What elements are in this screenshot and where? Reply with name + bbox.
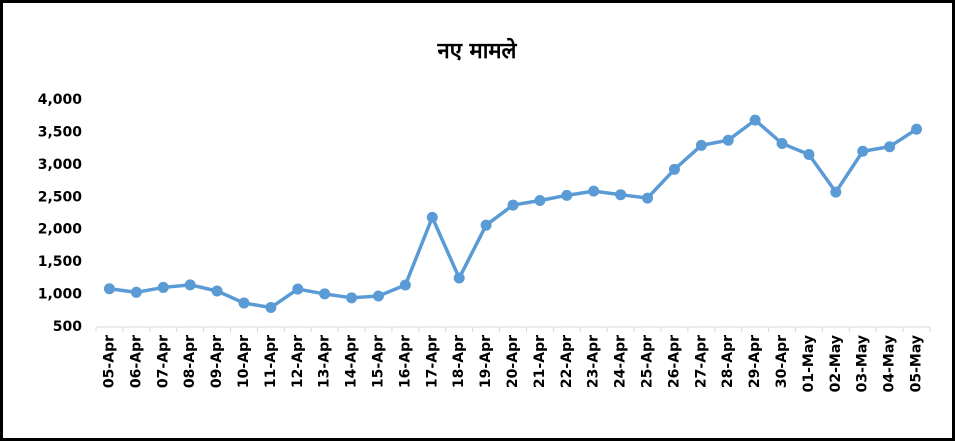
- marker: [830, 186, 842, 198]
- x-tick-label: 06-Apr: [128, 335, 144, 388]
- marker: [372, 290, 384, 302]
- x-tick-label: 18-Apr: [451, 335, 467, 388]
- x-tick-label: 16-Apr: [397, 335, 413, 388]
- x-tick-label: 17-Apr: [424, 335, 440, 388]
- x-tick-label: 23-Apr: [586, 335, 602, 388]
- x-tick-label: 14-Apr: [344, 335, 360, 388]
- marker: [103, 283, 115, 295]
- x-tick-label: 05-May: [909, 335, 925, 392]
- y-tick-label: 3,000: [38, 157, 83, 173]
- x-tick-label: 26-Apr: [666, 335, 682, 388]
- x-tick-label: 02-May: [828, 335, 844, 392]
- x-tick-label: 22-Apr: [559, 335, 575, 388]
- y-tick-label: 4,000: [38, 92, 83, 108]
- marker: [911, 123, 923, 135]
- marker: [319, 288, 331, 300]
- marker: [157, 281, 169, 293]
- marker: [749, 114, 761, 126]
- x-tick-label: 05-Apr: [101, 335, 117, 388]
- x-tick-label: 29-Apr: [747, 335, 763, 388]
- marker: [857, 145, 869, 157]
- marker: [238, 297, 250, 309]
- y-tick-label: 2,000: [38, 222, 83, 238]
- marker: [453, 272, 465, 284]
- marker: [615, 189, 627, 201]
- x-tick-label: 27-Apr: [693, 335, 709, 388]
- marker: [507, 199, 519, 211]
- x-tick-label: 13-Apr: [317, 335, 333, 388]
- x-tick-label: 28-Apr: [720, 335, 736, 388]
- y-tick-label: 500: [53, 319, 82, 335]
- x-tick-label: 04-May: [882, 335, 898, 392]
- y-tick-label: 1,500: [38, 254, 83, 270]
- marker: [426, 211, 438, 223]
- marker: [561, 189, 573, 201]
- x-tick-label: 08-Apr: [182, 335, 198, 388]
- y-tick-label: 2,500: [38, 189, 83, 205]
- marker: [184, 279, 196, 291]
- marker: [803, 148, 815, 160]
- x-tick-label: 09-Apr: [209, 335, 225, 388]
- x-tick-label: 10-Apr: [236, 335, 252, 388]
- marker: [292, 283, 304, 295]
- marker: [695, 139, 707, 151]
- marker: [642, 192, 654, 204]
- x-tick-label: 21-Apr: [532, 335, 548, 388]
- marker: [265, 302, 277, 314]
- x-tick-label: 24-Apr: [613, 335, 629, 388]
- x-tick-label: 15-Apr: [370, 335, 386, 388]
- marker: [480, 219, 492, 231]
- y-tick-label: 3,500: [38, 124, 83, 140]
- x-tick-label: 30-Apr: [774, 335, 790, 388]
- x-tick-label: 25-Apr: [640, 335, 656, 388]
- marker: [776, 137, 788, 149]
- x-tick-label: 11-Apr: [263, 335, 279, 388]
- marker: [399, 279, 411, 291]
- chart-title: नए मामले: [437, 37, 518, 64]
- marker: [884, 141, 896, 153]
- x-tick-label: 01-May: [801, 335, 817, 392]
- x-tick-label: 03-May: [855, 335, 871, 392]
- x-tick-label: 12-Apr: [290, 335, 306, 388]
- marker: [668, 163, 680, 175]
- marker: [211, 285, 223, 297]
- x-tick-label: 19-Apr: [478, 335, 494, 388]
- marker: [588, 185, 600, 197]
- marker: [722, 134, 734, 146]
- marker: [534, 195, 546, 207]
- y-tick-label: 1,000: [38, 287, 83, 303]
- x-tick-label: 20-Apr: [505, 335, 521, 388]
- marker: [130, 286, 142, 298]
- x-tick-label: 07-Apr: [155, 335, 171, 388]
- marker: [346, 292, 358, 304]
